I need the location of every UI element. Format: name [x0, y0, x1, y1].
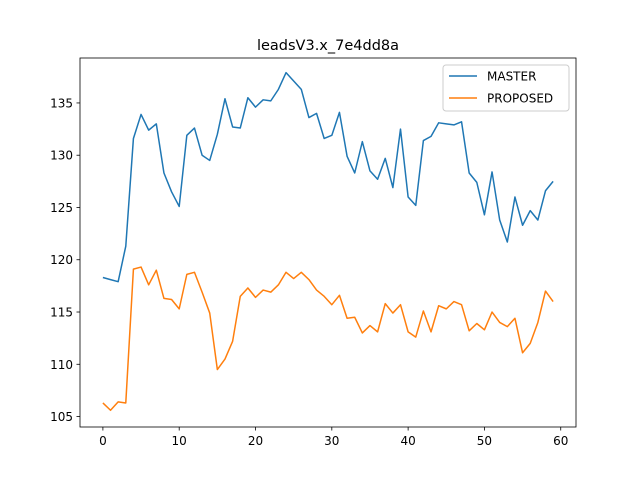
x-axis: 0 10 20 30 40 50 60: [99, 427, 568, 448]
x-tick-label: 10: [172, 434, 187, 448]
x-tick-label: 50: [477, 434, 492, 448]
y-tick-label: 130: [50, 149, 73, 163]
y-tick-label: 115: [50, 306, 73, 320]
y-tick-label: 120: [50, 253, 73, 267]
chart-title: leadsV3.x_7e4dd8a: [257, 38, 399, 54]
series-line-proposed: [102, 266, 554, 412]
legend: MASTER PROPOSED: [442, 64, 570, 112]
legend-label: MASTER: [487, 70, 536, 84]
x-tick-label: 0: [99, 434, 107, 448]
x-tick-label: 60: [553, 434, 568, 448]
plot-area: [79, 57, 577, 428]
x-tick-label: 40: [400, 434, 415, 448]
y-tick-label: 110: [50, 358, 73, 372]
x-tick-label: 20: [248, 434, 263, 448]
y-tick-label: 135: [50, 96, 73, 110]
y-axis: 105 110 115 120 125 130 135: [50, 96, 80, 424]
y-tick-label: 125: [50, 201, 73, 215]
y-tick-label: 105: [50, 410, 73, 424]
plot-frame: [79, 57, 577, 428]
series-layer: [102, 71, 554, 412]
series-line-master: [102, 71, 554, 283]
x-tick-label: 30: [324, 434, 339, 448]
legend-label: PROPOSED: [487, 92, 553, 106]
